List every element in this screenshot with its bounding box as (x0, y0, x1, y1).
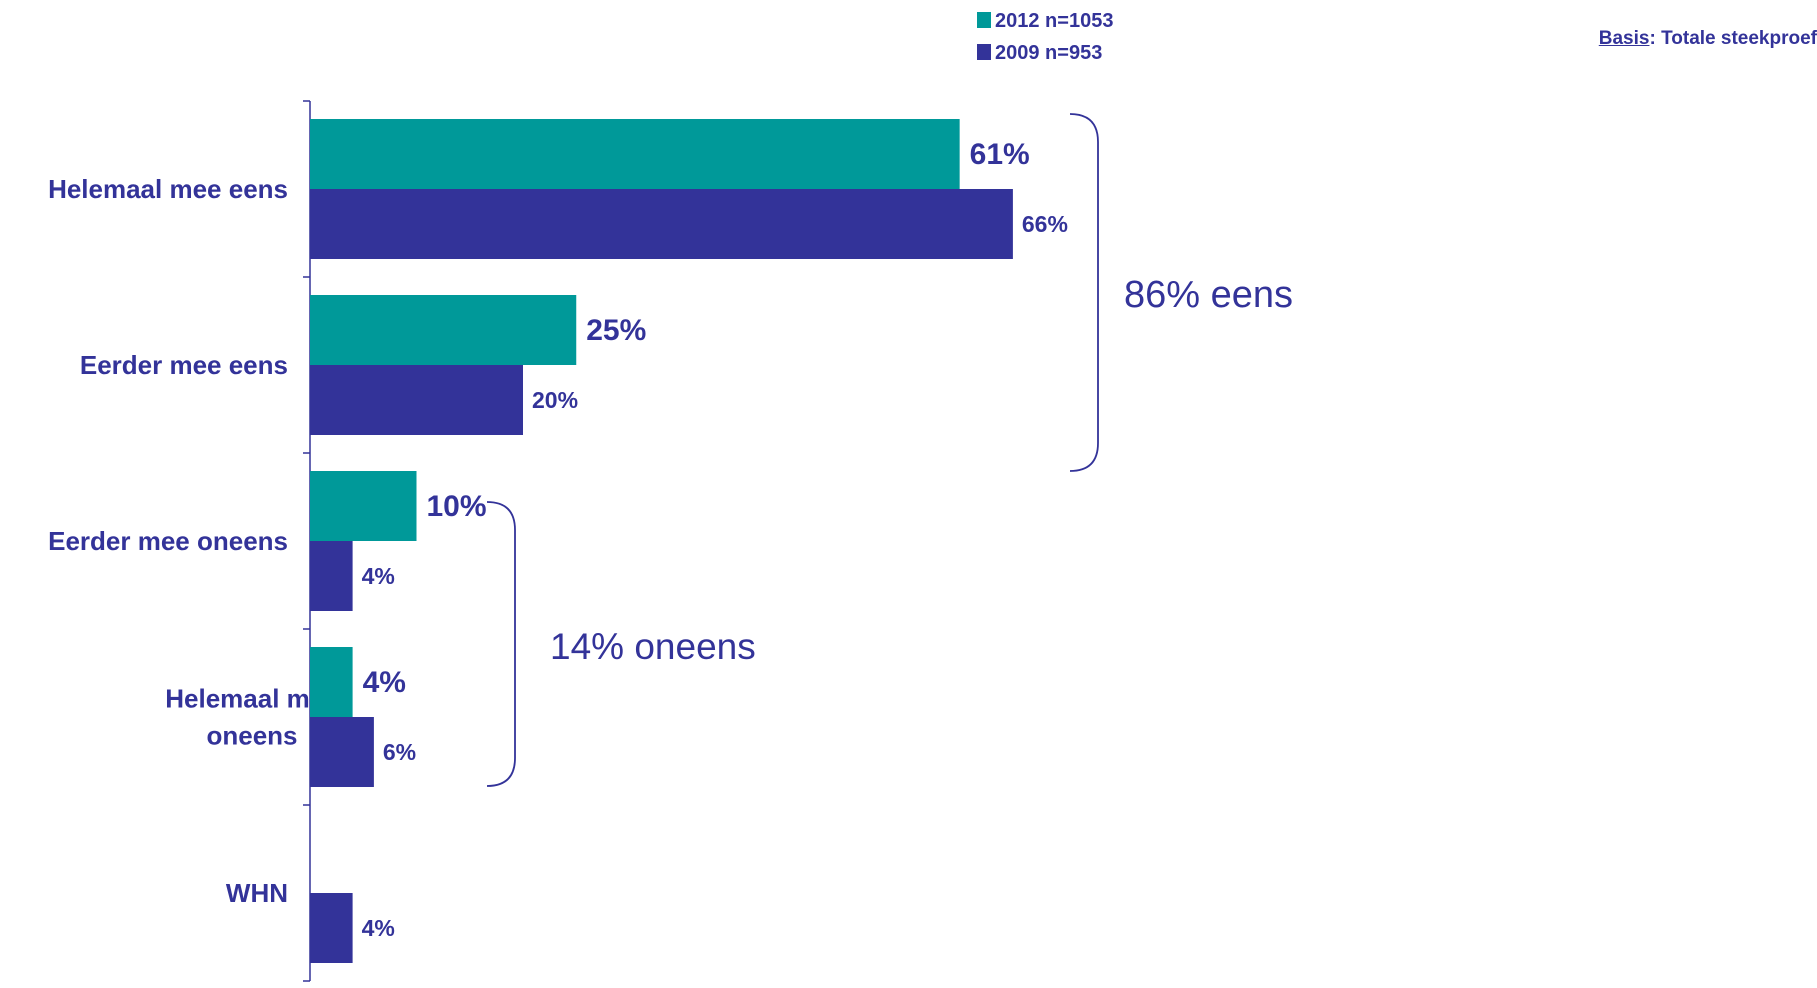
value-label: 25% (586, 314, 646, 347)
category-label: Helemaal mee eens (48, 174, 288, 204)
value-label: 4% (362, 915, 395, 941)
bar-2009 (310, 717, 374, 787)
bracket-label: 86% eens (1124, 274, 1293, 316)
bar-2009 (310, 893, 353, 963)
value-label: 66% (1022, 211, 1068, 237)
bar-2012 (310, 647, 353, 717)
category-label: Helemaal mee oneens (165, 684, 338, 751)
value-label: 10% (427, 490, 487, 523)
category-label: Eerder mee eens (80, 350, 288, 380)
legend-swatch (977, 12, 991, 28)
category-axis: Helemaal mee eens Eerder mee eens Eerder m… (48, 100, 339, 982)
basis-note: Basis: Totale steekproef (1599, 28, 1817, 50)
value-label: 4% (363, 666, 406, 699)
basis-label: Basis (1598, 28, 1650, 49)
bar-2012 (310, 119, 960, 189)
bar-2012 (310, 471, 417, 541)
annotations: 86% eens 14% oneens (486, 113, 1293, 787)
bracket-label: 14% oneens (550, 626, 756, 667)
legend-label: 2009 n=953 (995, 42, 1102, 64)
category-label: WHN (226, 878, 288, 908)
basis-text: : Totale steekproef (1649, 28, 1817, 49)
legend-swatch (977, 44, 991, 60)
legend: 2012 n=1053 2009 n=953 (977, 10, 1113, 64)
value-label: 20% (532, 387, 578, 413)
bracket (486, 501, 516, 787)
legend-label: 2012 n=1053 (995, 10, 1113, 32)
category-label: Eerder mee oneens (48, 526, 288, 556)
bar-2009 (310, 189, 1013, 259)
bars: 61% 25% 10% 4% 66% 20% 4% 6% 4% (310, 119, 1068, 963)
bar-2009 (310, 541, 353, 611)
bar-2012 (310, 295, 577, 365)
value-label: 61% (970, 138, 1030, 171)
value-label: 4% (362, 563, 395, 589)
bar-2009 (310, 365, 523, 435)
bracket (1069, 113, 1099, 472)
value-label: 6% (383, 739, 416, 765)
